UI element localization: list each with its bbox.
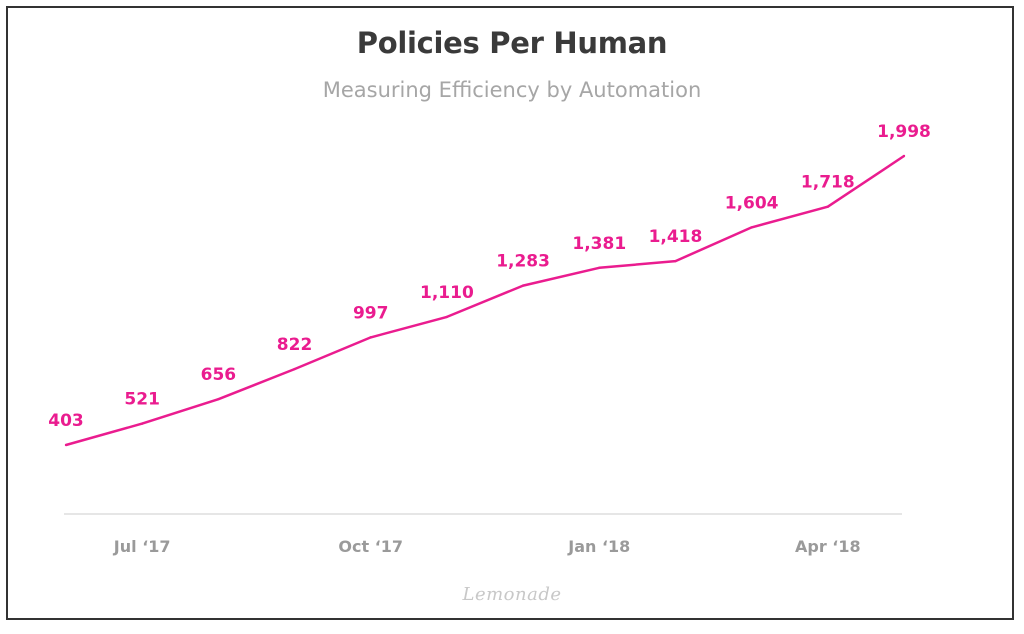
chart-subtitle: Measuring Efficiency by Automation (322, 78, 702, 102)
data-label: 1,604 (725, 193, 779, 213)
data-label: 521 (124, 390, 160, 410)
chart-frame (6, 6, 1014, 620)
data-label: 656 (201, 365, 237, 385)
data-point (293, 367, 296, 371)
data-point (902, 154, 906, 158)
chart-title: Policies Per Human (356, 26, 668, 60)
data-point (674, 259, 677, 263)
series-line-policies (65, 154, 905, 447)
x-tick-label: Apr ‘18 (795, 537, 861, 556)
data-point (826, 205, 830, 208)
data-label: 403 (48, 411, 84, 431)
data-labels-layer: 403 521 656 822 997 1,110 1,283 1,381 1,418 1,604… (48, 122, 931, 431)
data-point (369, 336, 372, 339)
x-tick-label: Oct ‘17 (338, 537, 403, 556)
data-label: 1,283 (496, 252, 550, 272)
data-label: 822 (277, 335, 313, 355)
data-label: 1,998 (877, 122, 931, 142)
x-tick-label: Jul ‘17 (113, 537, 171, 556)
data-point (750, 226, 753, 229)
data-point (445, 315, 449, 319)
data-label: 1,718 (801, 173, 855, 193)
data-point (598, 266, 601, 269)
data-label: 1,381 (572, 234, 626, 254)
x-tick-label: Jan ‘18 (567, 537, 630, 556)
series-layer (64, 154, 906, 447)
data-label: 997 (353, 303, 389, 323)
data-point (140, 422, 144, 425)
lemonade-logo: Lemonade (462, 584, 562, 605)
data-label: 1,418 (649, 227, 703, 247)
data-point (521, 284, 525, 287)
x-ticks-layer: Jul ‘17 Oct ‘17 Jan ‘18 Apr ‘18 (113, 537, 861, 556)
data-point (217, 397, 220, 401)
data-point (64, 443, 68, 447)
data-label: 1,110 (420, 283, 474, 303)
